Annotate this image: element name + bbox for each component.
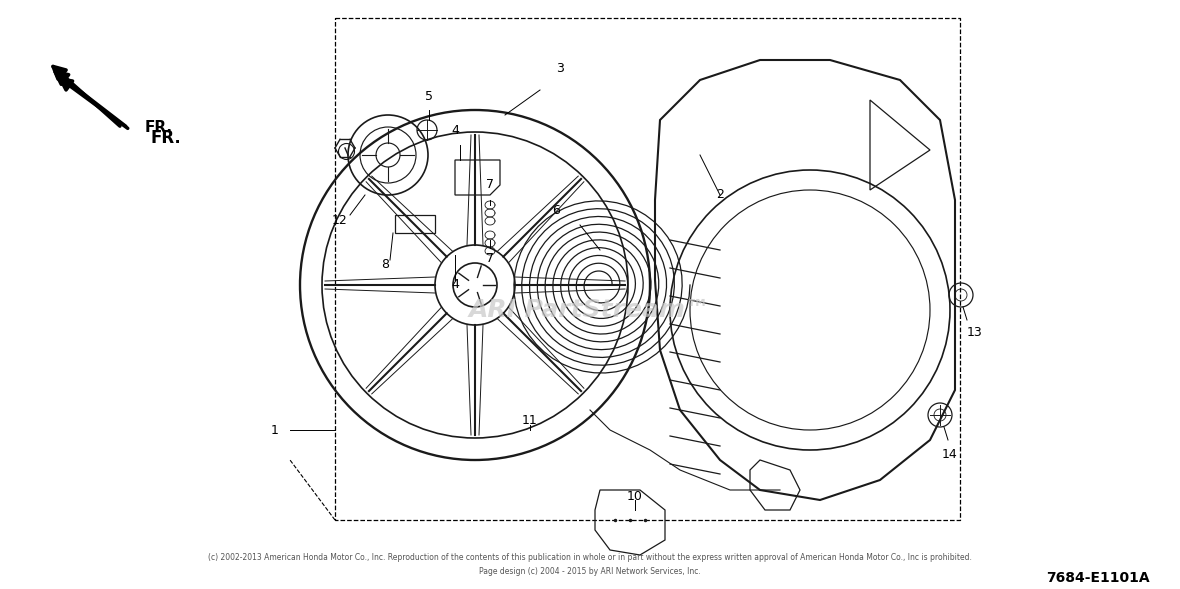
Text: 14: 14 xyxy=(942,448,958,462)
Text: 13: 13 xyxy=(968,326,983,339)
Text: 7: 7 xyxy=(486,252,494,264)
Text: 5: 5 xyxy=(425,91,433,104)
Text: 7: 7 xyxy=(486,178,494,191)
Text: 3: 3 xyxy=(556,61,564,74)
Text: FR.: FR. xyxy=(145,121,173,135)
Text: 2: 2 xyxy=(716,188,725,201)
Text: 4: 4 xyxy=(451,124,459,137)
Text: 6: 6 xyxy=(552,204,560,217)
Text: ARI PartStream™: ARI PartStream™ xyxy=(470,298,710,322)
Text: 7684-E1101A: 7684-E1101A xyxy=(1047,571,1150,585)
Text: 8: 8 xyxy=(381,259,389,272)
Text: FR.: FR. xyxy=(150,129,181,147)
Text: 10: 10 xyxy=(627,491,643,504)
Text: 4: 4 xyxy=(451,279,459,292)
Text: Page design (c) 2004 - 2015 by ARI Network Services, Inc.: Page design (c) 2004 - 2015 by ARI Netwo… xyxy=(479,567,701,575)
Text: 11: 11 xyxy=(522,413,538,426)
Text: (c) 2002-2013 American Honda Motor Co., Inc. Reproduction of the contents of thi: (c) 2002-2013 American Honda Motor Co., … xyxy=(208,554,972,562)
Text: 1: 1 xyxy=(271,423,278,436)
Text: 12: 12 xyxy=(332,213,348,227)
